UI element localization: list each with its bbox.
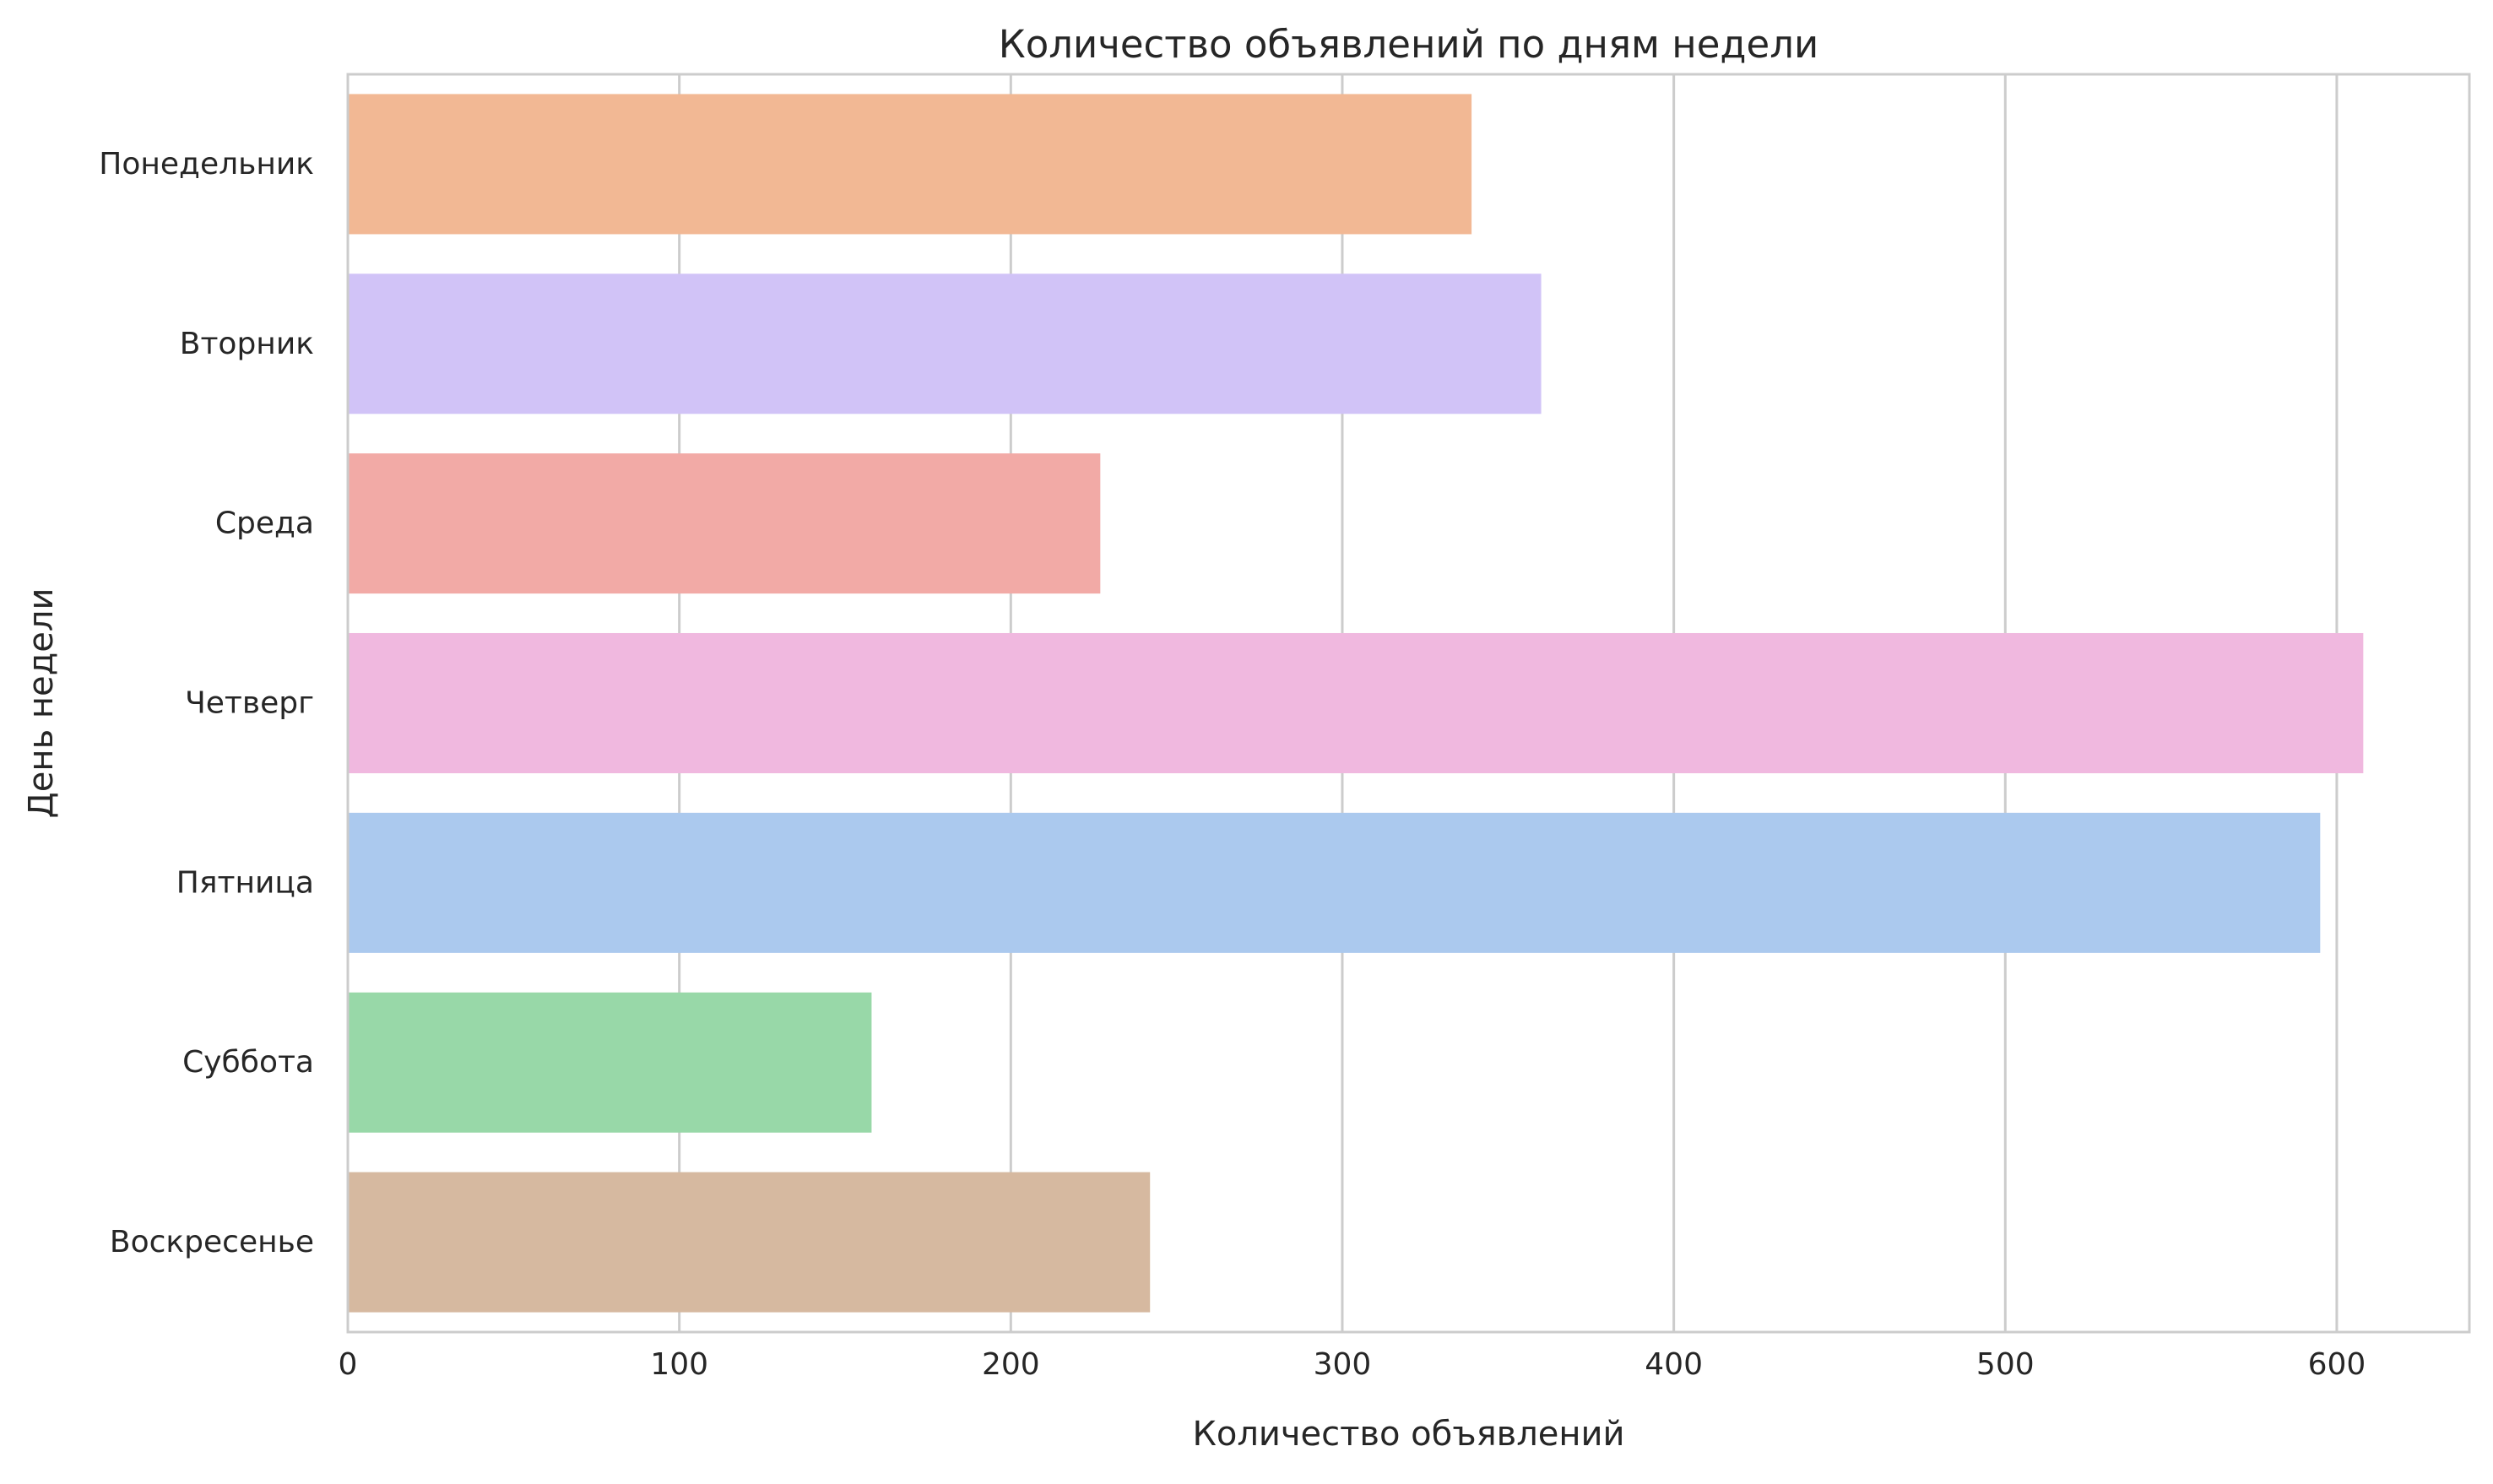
plot-frame: [346, 73, 2471, 1334]
bar: [348, 94, 1472, 235]
y-tick-label: Вторник: [180, 327, 314, 361]
chart-title: Количество объявлений по дням недели: [999, 22, 1818, 67]
y-axis-label: День недели: [22, 588, 61, 819]
bar: [348, 453, 1101, 594]
y-tick-label: Среда: [215, 506, 314, 541]
bar: [348, 812, 2321, 953]
bar: [348, 274, 1542, 414]
y-tick-labels: Понедельник Вторник Среда Четверг Пятница Суб…: [99, 147, 314, 1259]
y-tick-label: Понедельник: [99, 147, 314, 181]
bar: [348, 992, 872, 1133]
bar: [348, 632, 2364, 774]
x-tick-labels: 0 100 200 300 400 500 600: [339, 1347, 2366, 1382]
x-tick-label: 100: [650, 1347, 708, 1382]
x-tick-label: 400: [1645, 1347, 1703, 1382]
y-tick-label: Пятница: [176, 865, 314, 900]
y-tick-label: Четверг: [185, 686, 314, 721]
x-tick-label: 300: [1314, 1347, 1372, 1382]
bar: [348, 1172, 1151, 1313]
x-axis-label: Количество объявлений: [1192, 1415, 1624, 1454]
x-tick-label: 200: [982, 1347, 1040, 1382]
y-tick-label: Суббота: [182, 1045, 314, 1080]
bars: [348, 94, 2364, 1313]
x-tick-label: 600: [2308, 1347, 2366, 1382]
x-tick-label: 500: [1976, 1347, 2035, 1382]
y-tick-label: Воскресенье: [110, 1225, 314, 1259]
x-tick-label: 0: [339, 1347, 358, 1382]
